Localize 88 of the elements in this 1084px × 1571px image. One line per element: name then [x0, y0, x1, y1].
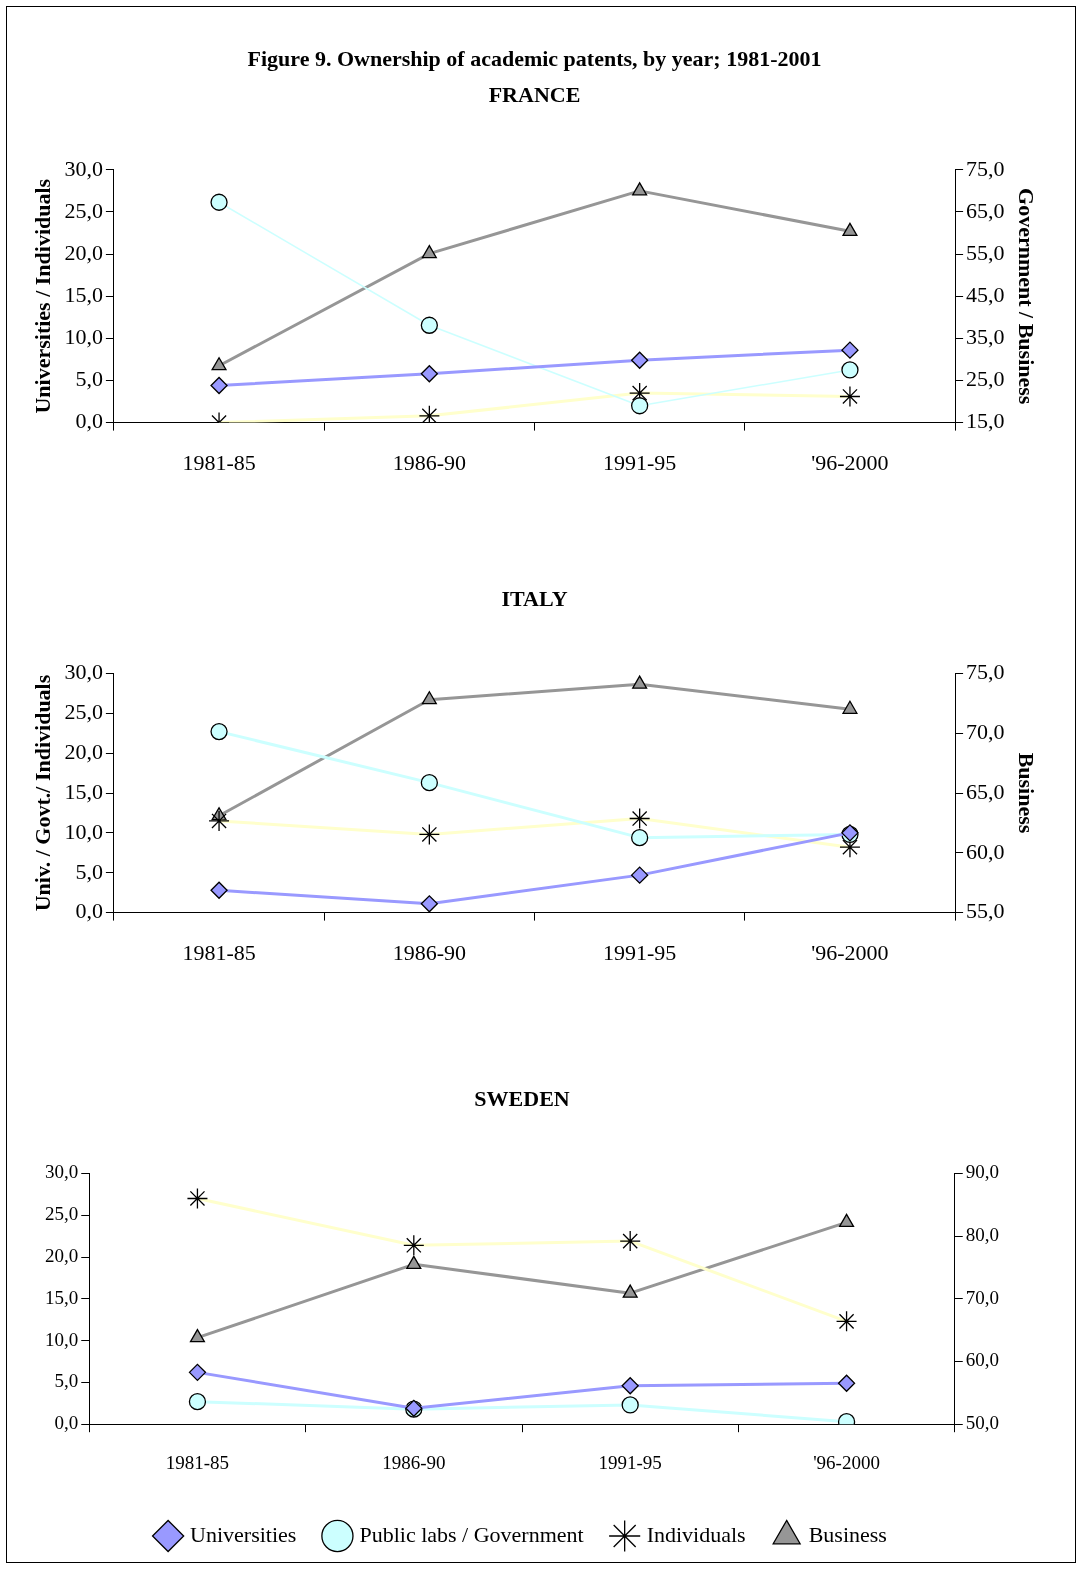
x-tick-label: 1986-90 [392, 939, 467, 965]
chart-title: ITALY [501, 585, 568, 611]
point [842, 222, 858, 236]
point [188, 1363, 207, 1382]
x-tick-label: 1991-95 [602, 939, 677, 965]
y2-axis-title: Government / Business [1014, 188, 1040, 405]
point [210, 722, 228, 741]
y-tick-label: 25,0 [45, 1203, 79, 1225]
x-tick-label: '96-2000 [811, 939, 889, 965]
x-tick-label: '96-2000 [811, 449, 889, 475]
y-tick-label: 5,0 [75, 858, 103, 884]
x-tick-label: 1991-95 [602, 449, 677, 475]
y-tick-label: 30,0 [64, 659, 103, 685]
y-tick-label: 20,0 [64, 738, 103, 764]
y-axis-title: Univ. / Govt./ Individuals [29, 674, 55, 912]
y-tick-label: 15,0 [64, 281, 103, 307]
point [406, 1255, 422, 1269]
y-tick-label: 20,0 [64, 239, 103, 265]
point [211, 357, 227, 371]
y-tick-label: 10,0 [64, 818, 103, 844]
point [632, 182, 648, 196]
legend-label: Individuals [646, 1521, 746, 1547]
y-tick-label: 0,0 [75, 898, 103, 924]
y2-axis-title: Business [1014, 752, 1040, 834]
x-tick-label: 1991-95 [598, 1451, 662, 1473]
point [188, 1392, 207, 1411]
y2-tick-label: 75,0 [966, 659, 1005, 685]
chart-subtitle: FRANCE [488, 82, 581, 108]
y-tick-label: 25,0 [64, 197, 103, 223]
x-tick-label: 1981-85 [182, 939, 256, 965]
point [210, 881, 228, 899]
y-tick-label: 30,0 [45, 1161, 79, 1183]
point [632, 675, 648, 689]
point [631, 829, 649, 847]
y2-tick-label: 70,0 [965, 1286, 999, 1308]
y-axis-title: Universities / Individuals [29, 178, 55, 414]
point [841, 361, 859, 379]
y2-tick-label: 90,0 [965, 1161, 999, 1183]
y-tick-label: 15,0 [45, 1286, 79, 1308]
point [837, 1374, 856, 1392]
point [420, 895, 438, 913]
point [631, 866, 649, 884]
y2-tick-label: 45,0 [966, 281, 1005, 307]
y-tick-label: 5,0 [54, 1370, 79, 1392]
chart-title: Figure 9. Ownership of academic patents, by year; 1981-2001 [247, 45, 822, 71]
y-tick-label: 10,0 [64, 324, 103, 350]
point [189, 1329, 206, 1343]
y2-tick-label: 55,0 [966, 239, 1005, 265]
y-tick-label: 10,0 [45, 1328, 79, 1350]
y-tick-label: 25,0 [64, 699, 103, 725]
y2-tick-label: 65,0 [966, 197, 1005, 223]
legend-label: Business [808, 1521, 887, 1547]
y2-tick-label: 50,0 [965, 1412, 999, 1434]
point [622, 1284, 638, 1298]
y-tick-label: 20,0 [45, 1244, 79, 1266]
y2-tick-label: 60,0 [966, 838, 1005, 864]
x-tick-label: 1981-85 [182, 449, 256, 475]
legend-label: Universities [190, 1521, 297, 1547]
y2-tick-label: 75,0 [966, 155, 1005, 181]
y-tick-label: 15,0 [64, 778, 103, 804]
point [420, 316, 438, 334]
y-tick-label: 30,0 [64, 155, 103, 181]
point [421, 691, 437, 705]
y-tick-label: 0,0 [75, 408, 103, 434]
chart-title: SWEDEN [474, 1085, 570, 1111]
y2-tick-label: 35,0 [966, 324, 1005, 350]
y-tick-label: 0,0 [54, 1412, 79, 1434]
y2-tick-label: 55,0 [966, 898, 1005, 924]
x-tick-label: '96-2000 [813, 1451, 880, 1473]
x-tick-label: 1981-85 [165, 1451, 230, 1473]
point [842, 700, 858, 714]
point [210, 193, 228, 211]
point [838, 1213, 855, 1227]
y2-tick-label: 80,0 [965, 1224, 999, 1246]
point [621, 1396, 639, 1414]
x-tick-label: 1986-90 [382, 1451, 446, 1473]
y-tick-label: 5,0 [75, 366, 103, 392]
y2-tick-label: 60,0 [965, 1349, 999, 1371]
legend-label: Public labs / Government [359, 1521, 584, 1547]
y2-tick-label: 70,0 [966, 718, 1005, 744]
point [631, 397, 649, 415]
y2-tick-label: 15,0 [966, 408, 1005, 434]
y2-tick-label: 25,0 [966, 366, 1005, 392]
point [621, 1377, 639, 1395]
x-tick-label: 1986-90 [392, 449, 467, 475]
point [420, 773, 438, 792]
y2-tick-label: 65,0 [966, 778, 1005, 804]
point [421, 245, 437, 259]
